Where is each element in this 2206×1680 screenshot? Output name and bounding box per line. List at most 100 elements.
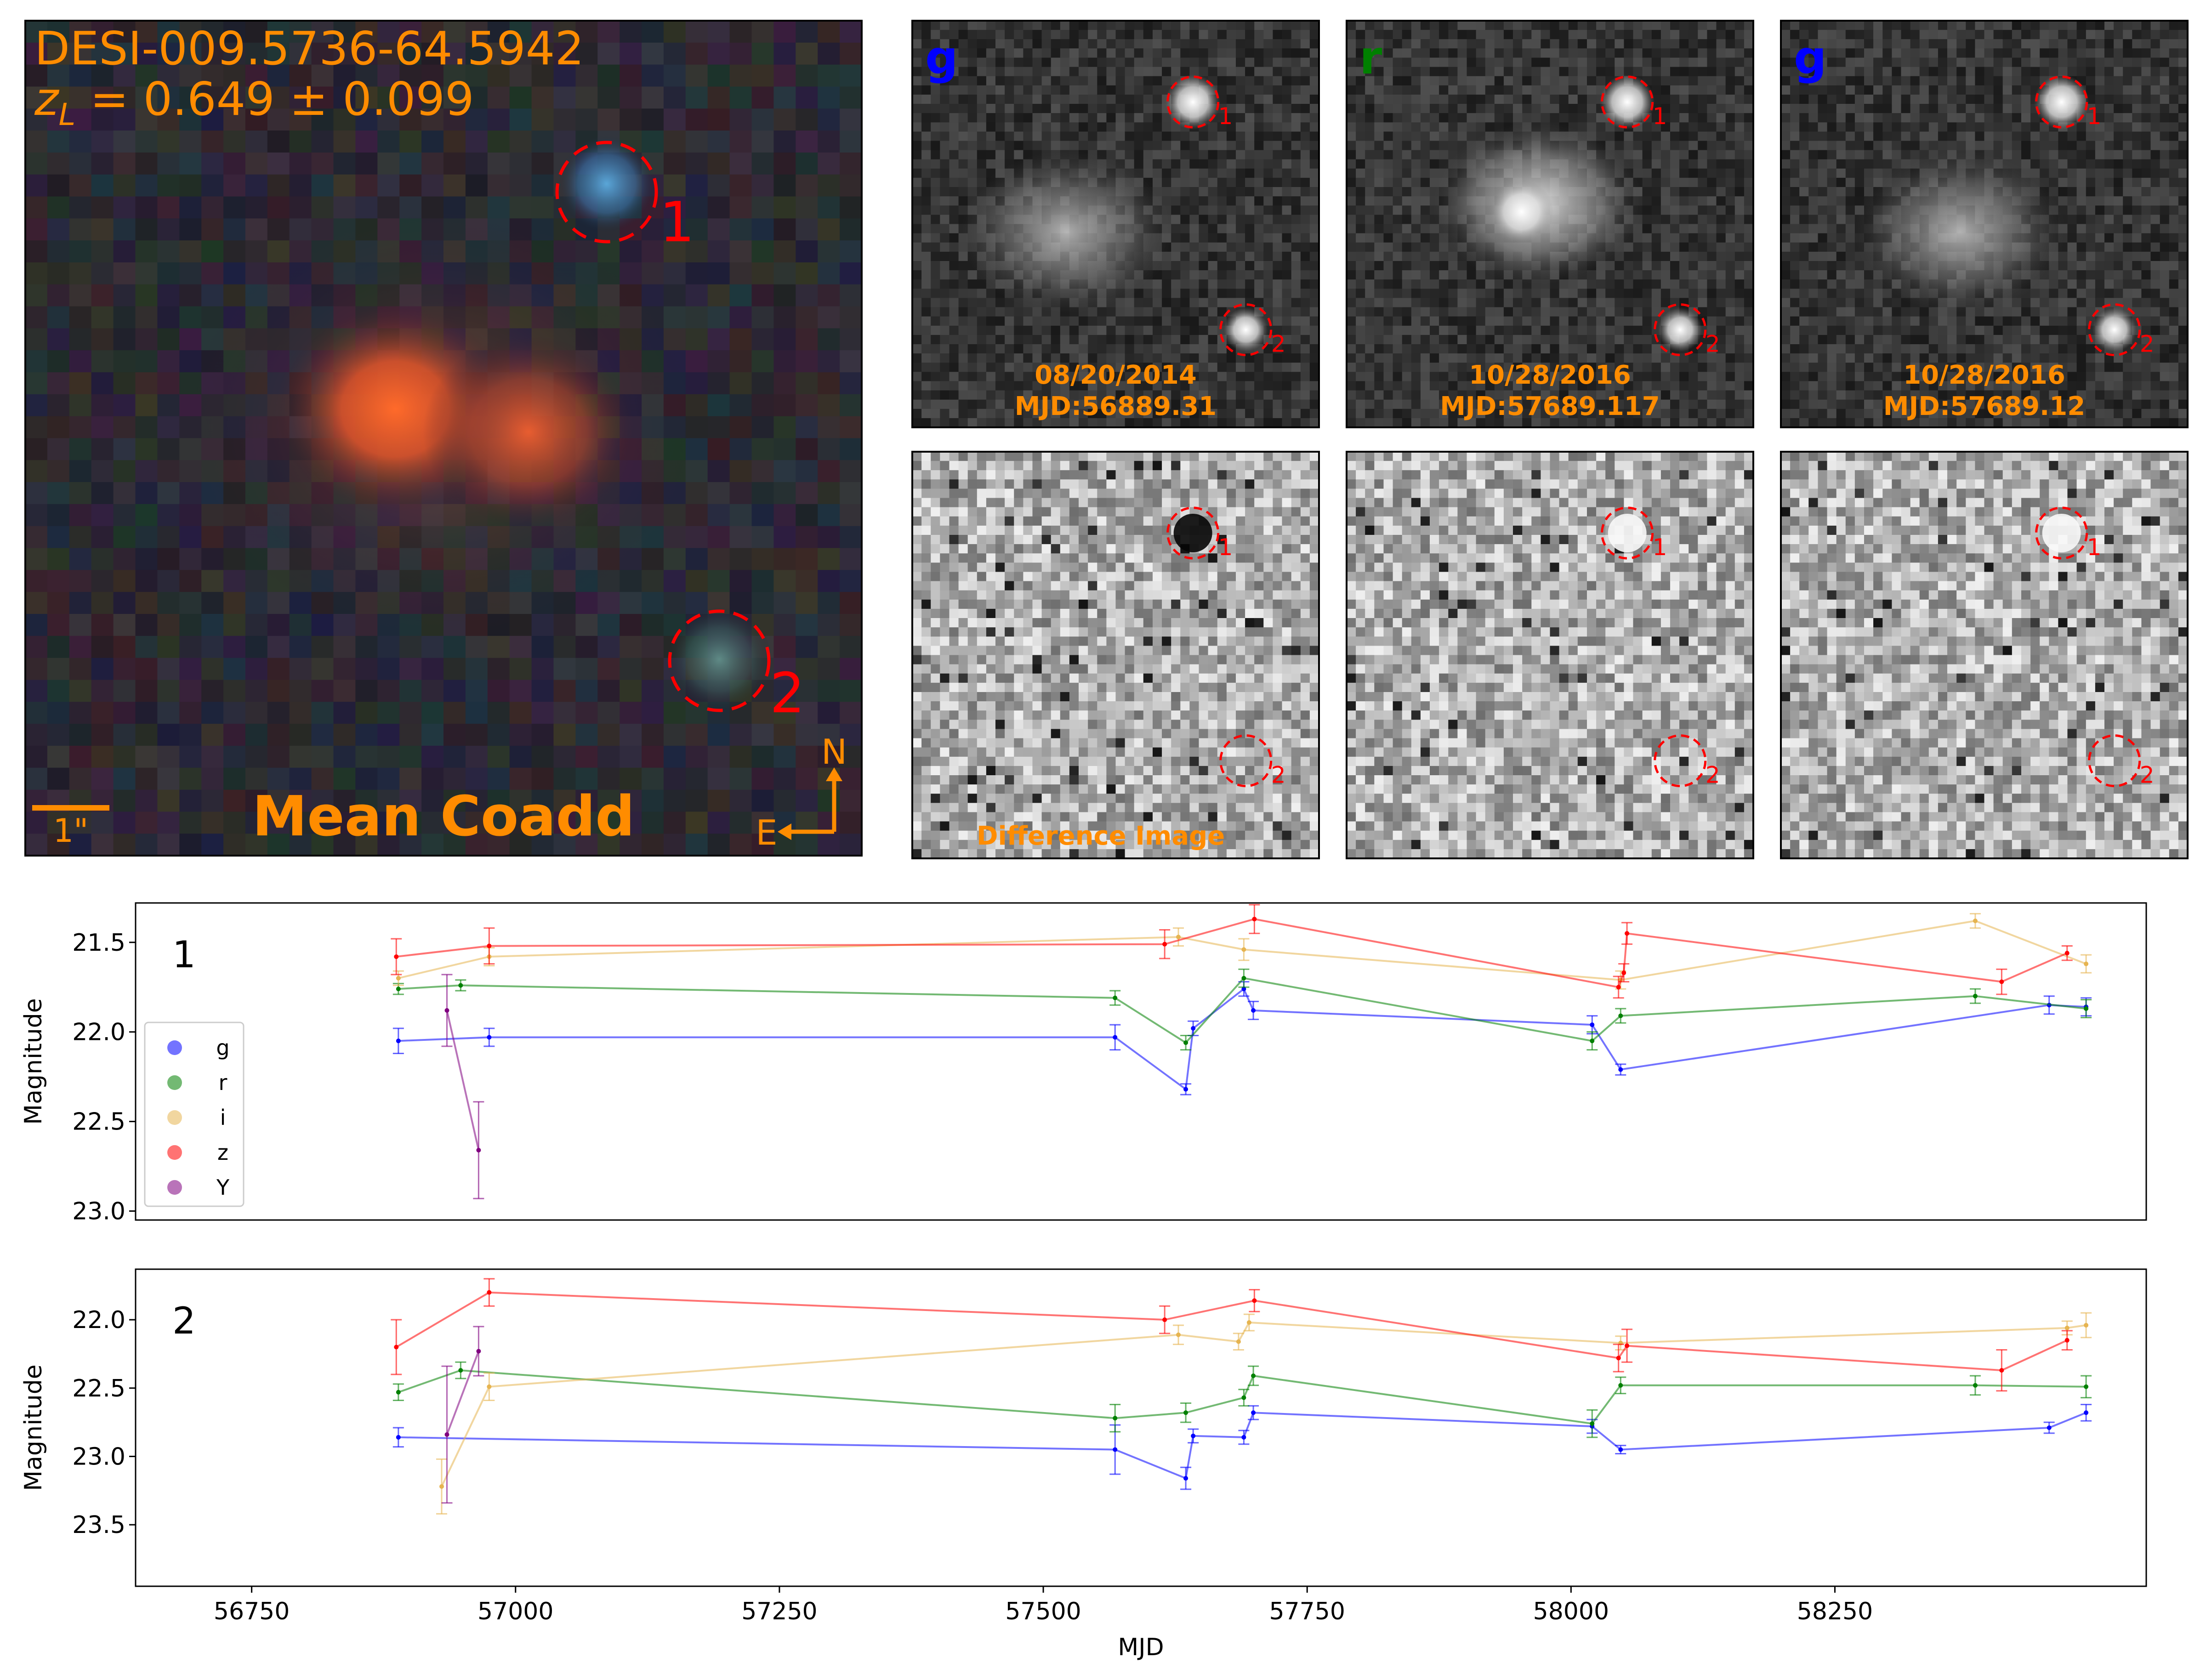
data-point-z [1162, 1317, 1167, 1322]
data-point-g [1251, 1008, 1256, 1013]
band-label: r [1359, 31, 1382, 85]
data-point-g [1191, 1433, 1196, 1438]
series-line-g [398, 1412, 2087, 1480]
data-point-z [1616, 985, 1621, 990]
source-1-glow [558, 136, 655, 232]
source-2-circle [1654, 303, 1707, 357]
data-point-z [1252, 917, 1257, 922]
data-point-i [1241, 947, 1246, 952]
galaxy-blob [1854, 151, 2066, 314]
series-line-i [441, 1321, 2087, 1487]
y-tick-label: 21.5 [72, 929, 125, 957]
cutout-frame [911, 451, 1320, 859]
data-point-g [396, 1039, 401, 1044]
redshift-sub: L [59, 97, 76, 132]
source-2-circle [1219, 303, 1273, 357]
x-tick-label: 56750 [214, 1598, 290, 1625]
data-point-z [2064, 951, 2070, 956]
data-point-i [439, 1484, 444, 1489]
data-point-g [1113, 1035, 1118, 1040]
data-point-r [1241, 1395, 1246, 1400]
source-2-circle [2088, 734, 2141, 788]
data-point-g [1183, 1087, 1188, 1092]
data-point-z [1616, 1356, 1621, 1361]
y-tick-label: 23.0 [72, 1198, 125, 1226]
redshift-var: z [34, 72, 60, 126]
source-2-label: 2 [770, 662, 805, 726]
source-2-blob [1658, 307, 1702, 352]
data-point-r [1590, 1039, 1595, 1044]
source-1-label: 1 [1218, 534, 1233, 561]
scale-bar [32, 805, 109, 811]
residual-blob [2042, 514, 2081, 552]
residual-blob [1173, 514, 1212, 552]
data-point-g [2047, 1425, 2052, 1430]
y-tick-label: 22.0 [72, 1019, 125, 1046]
source-2-label: 2 [2140, 331, 2155, 358]
legend-label-Y: Y [216, 1175, 230, 1200]
band-label: g [1794, 31, 1827, 85]
observation-date: 10/28/2016 [1469, 360, 1631, 390]
data-point-r [1973, 993, 1978, 999]
data-point-r [458, 983, 463, 988]
cutout-frame [1346, 451, 1754, 859]
coadd-frame [24, 20, 863, 857]
data-point-g [1618, 1447, 1623, 1452]
data-point-r [458, 1368, 463, 1373]
data-point-z [487, 1290, 492, 1295]
source-1-circle [555, 141, 658, 244]
data-point-r [1590, 1421, 1595, 1426]
observation-mjd: MJD:57689.117 [1440, 392, 1660, 421]
data-point-z [2064, 1338, 2070, 1343]
legend-label-i: i [220, 1105, 226, 1130]
panel-number: 2 [172, 1300, 196, 1342]
data-point-r [1251, 1373, 1256, 1378]
x-tick-label: 58000 [1533, 1598, 1609, 1625]
data-point-i [2084, 1322, 2089, 1328]
source-1-label: 1 [1218, 103, 1233, 130]
band-label: g [925, 31, 958, 85]
source-1-label: 1 [1653, 103, 1667, 130]
data-point-g [396, 1435, 401, 1440]
observation-date: 10/28/2016 [1903, 360, 2065, 390]
data-point-i [1973, 918, 1978, 923]
source-2-label: 2 [1706, 762, 1720, 789]
y-tick-label: 22.5 [72, 1108, 125, 1136]
data-point-g [1113, 1447, 1118, 1452]
source-1-circle [2035, 506, 2088, 560]
data-point-i [1176, 935, 1181, 940]
scale-label: 1" [53, 812, 89, 850]
legend-marker-g [167, 1040, 182, 1055]
data-point-g [1590, 1022, 1595, 1027]
data-point-g [2084, 1410, 2089, 1415]
series-line-Y [446, 1351, 480, 1435]
difference-cutout: 12 [1780, 451, 2189, 859]
legend-marker-z [167, 1145, 182, 1160]
data-point-i [396, 976, 401, 981]
legend-marker-i [167, 1110, 182, 1125]
difference-cutout: 12 [1346, 451, 1754, 859]
source-2-circle [668, 609, 771, 712]
series-line-r [398, 1369, 2087, 1425]
x-tick-label: 58250 [1797, 1598, 1873, 1625]
series-line-z [396, 1291, 2068, 1372]
data-point-z [1621, 971, 1626, 976]
residual-blob [1608, 514, 1647, 552]
galaxy-blob [961, 151, 1173, 314]
source-1-label: 1 [2087, 103, 2102, 130]
data-point-g [1183, 1476, 1188, 1481]
source-1-circle [1166, 75, 1220, 129]
x-tick-label: 57000 [478, 1598, 553, 1625]
data-point-z [1999, 979, 2004, 984]
data-point-Y [476, 1147, 481, 1152]
x-tick-label: 57250 [741, 1598, 817, 1625]
data-point-i [1246, 1320, 1251, 1325]
legend-label-g: g [216, 1035, 229, 1060]
data-point-z [394, 1345, 399, 1350]
data-point-Y [476, 1349, 481, 1354]
source-2-label: 2 [1271, 331, 1286, 358]
y-tick-label: 22.5 [72, 1375, 125, 1402]
